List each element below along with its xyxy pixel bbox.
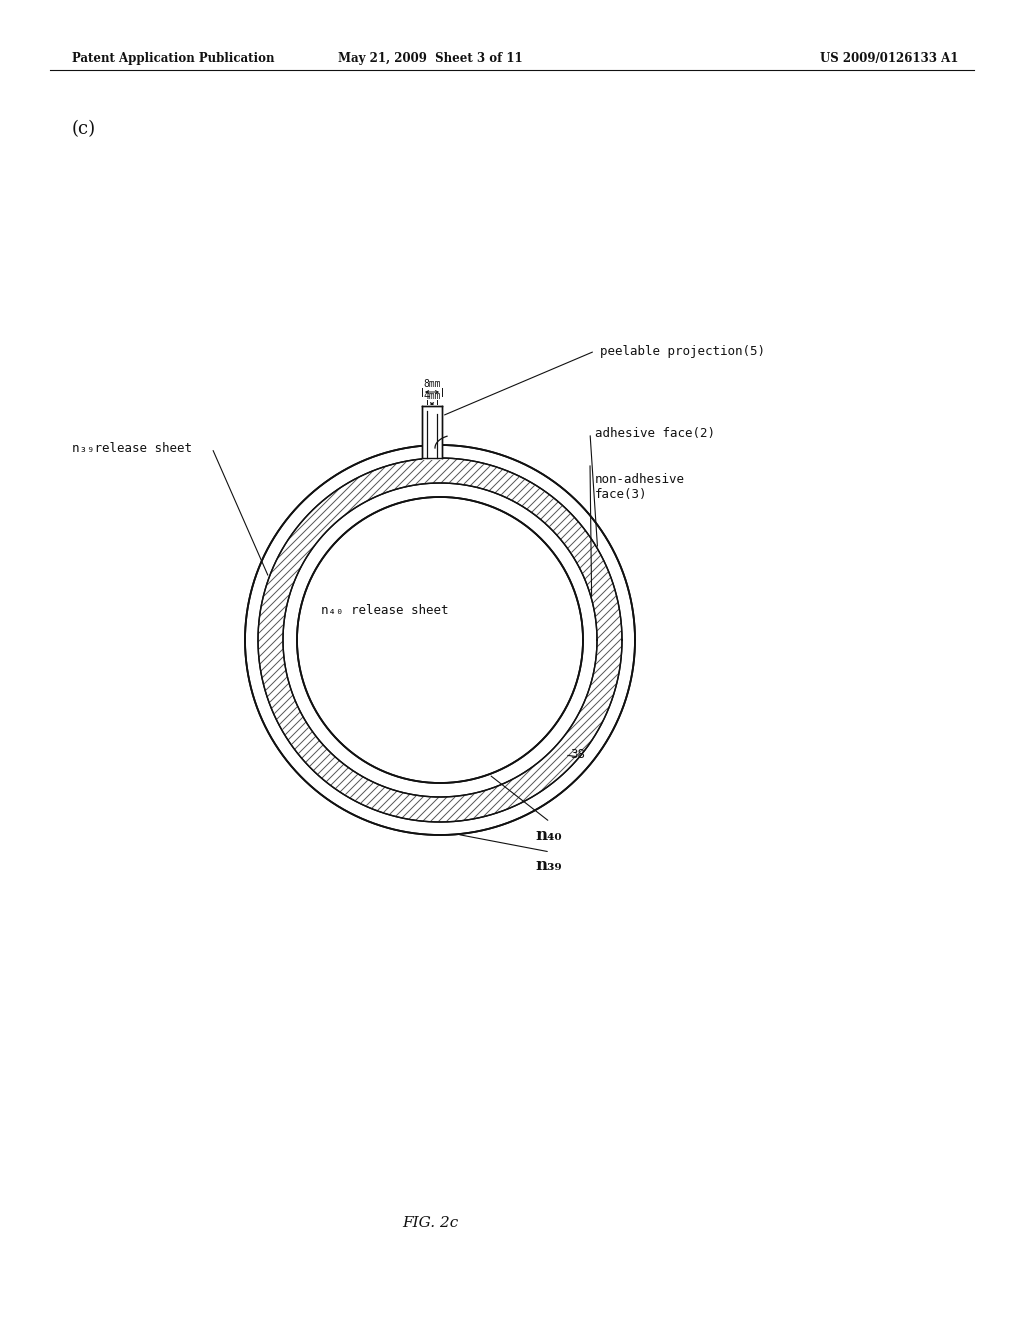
Text: 8mm: 8mm <box>423 379 440 389</box>
Text: Patent Application Publication: Patent Application Publication <box>72 51 274 65</box>
Text: US 2009/0126133 A1: US 2009/0126133 A1 <box>820 51 958 65</box>
Text: peelable projection(5): peelable projection(5) <box>600 345 765 358</box>
Text: n₄₀ release sheet: n₄₀ release sheet <box>322 603 449 616</box>
Text: (c): (c) <box>72 120 96 139</box>
Text: n₄₀: n₄₀ <box>535 828 561 843</box>
Text: adhesive face(2): adhesive face(2) <box>595 426 715 440</box>
Circle shape <box>297 498 583 783</box>
Text: n₃₉: n₃₉ <box>535 857 561 874</box>
Text: 38: 38 <box>570 748 585 762</box>
Text: non-adhesive
face(3): non-adhesive face(3) <box>595 473 685 502</box>
Text: n₃₉release sheet: n₃₉release sheet <box>72 441 193 454</box>
Text: 4mm: 4mm <box>423 391 440 401</box>
Text: May 21, 2009  Sheet 3 of 11: May 21, 2009 Sheet 3 of 11 <box>338 51 522 65</box>
Polygon shape <box>422 405 442 459</box>
Text: FIG. 2c: FIG. 2c <box>401 1216 458 1230</box>
